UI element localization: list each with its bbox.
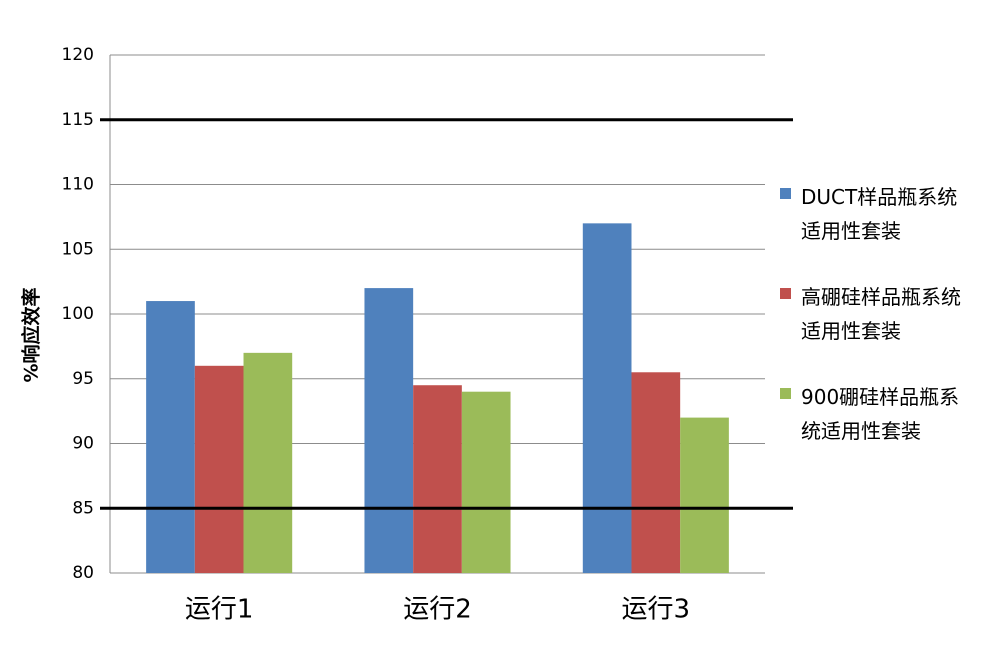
y-tick-label: 115 (62, 110, 94, 130)
y-tick-label: 105 (62, 239, 94, 259)
y-tick-label: 90 (72, 434, 94, 454)
y-tick-label: 80 (72, 563, 94, 583)
bar (461, 391, 511, 573)
legend-label: DUCT样品瓶系统适用性套装 (801, 185, 958, 243)
bar (582, 223, 632, 573)
bar (364, 288, 414, 573)
bar (631, 372, 681, 573)
y-tick-label: 100 (62, 304, 94, 324)
legend-item: DUCT样品瓶系统适用性套装 (780, 180, 980, 280)
legend-swatch (780, 188, 791, 199)
legend-swatch (780, 388, 791, 399)
y-tick-label: 85 (72, 498, 94, 518)
bar (243, 352, 293, 573)
legend: DUCT样品瓶系统适用性套装 高硼硅样品瓶系统适用性套装 900硼硅样品瓶系统适用性… (780, 180, 980, 480)
bar (146, 301, 195, 573)
bar (680, 417, 729, 573)
legend-item: 900硼硅样品瓶系统适用性套装 (780, 380, 980, 480)
bar (413, 385, 462, 573)
bar (194, 365, 244, 573)
y-axis-label: %响应效率 (20, 287, 43, 382)
y-tick-label: 110 (62, 175, 94, 195)
legend-item: 高硼硅样品瓶系统适用性套装 (780, 280, 980, 380)
legend-swatch (780, 288, 791, 299)
x-tick-label: 运行1 (185, 595, 254, 625)
y-tick-label: 120 (62, 45, 94, 65)
y-tick-label: 95 (72, 369, 94, 389)
x-tick-label: 运行3 (622, 595, 691, 625)
legend-label: 高硼硅样品瓶系统适用性套装 (801, 285, 961, 343)
legend-label: 900硼硅样品瓶系统适用性套装 (801, 385, 960, 443)
x-tick-label: 运行2 (403, 595, 472, 625)
